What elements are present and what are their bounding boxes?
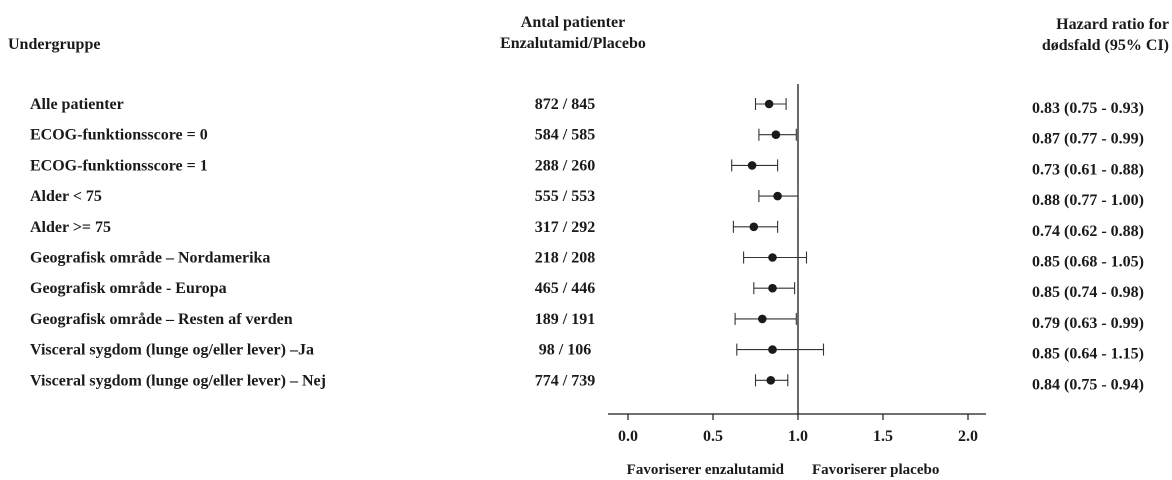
hazard-ratio-point: [766, 376, 776, 385]
hazard-ratio-ci-text: 0.83 (0.75 - 0.93): [1032, 100, 1144, 117]
patient-count: 288 / 260: [535, 157, 595, 174]
hazard-ratio-point: [771, 130, 781, 139]
patient-count: 774 / 739: [535, 372, 595, 389]
x-tick-label: 2.0: [958, 428, 978, 445]
patient-count: 465 / 446: [535, 280, 595, 297]
subgroup-label: Alle patienter: [30, 96, 124, 113]
hazard-ratio-point: [773, 191, 782, 201]
hazard-ratio-ci-text: 0.85 (0.64 - 1.15): [1032, 346, 1144, 363]
hazard-ratio-point: [749, 222, 759, 232]
patients-header: Antal patienter Enzalutamid/Placebo: [468, 12, 678, 54]
subgroup-header-text: Undergruppe: [8, 36, 101, 53]
hazard-ratio-point: [768, 283, 777, 293]
subgroup-label: Visceral sygdom (lunge og/eller lever) –…: [30, 342, 314, 359]
hazard-ratio-ci-text: 0.73 (0.61 - 0.88): [1032, 161, 1144, 178]
hazard-ratio-ci-text: 0.74 (0.62 - 0.88): [1032, 223, 1144, 240]
hazard-ratio-header-line1: Hazard ratio for: [1056, 16, 1169, 33]
hazard-ratio-header-line2: dødsfald (95% CI): [1041, 37, 1169, 54]
subgroup-label: Geografisk område – Resten af verden: [30, 311, 293, 328]
hazard-ratio-ci-text: 0.85 (0.74 - 0.98): [1032, 284, 1144, 301]
subgroup-label: Geografisk område - Europa: [30, 280, 227, 297]
patient-count: 218 / 208: [535, 250, 595, 267]
hazard-ratio-point: [768, 253, 777, 262]
x-tick-label: 0.5: [703, 428, 723, 445]
subgroup-label: ECOG-funktionsscore = 0: [30, 127, 208, 144]
favors-enzalutamid-label: Favoriserer enzalutamid: [627, 462, 785, 478]
patient-count: 189 / 191: [535, 311, 595, 328]
subgroup-label: ECOG-funktionsscore = 1: [30, 157, 208, 174]
x-tick-label: 1.0: [788, 428, 808, 445]
patient-count: 317 / 292: [535, 219, 595, 236]
hazard-ratio-ci-text: 0.88 (0.77 - 1.00): [1032, 192, 1144, 209]
patient-count: 98 / 106: [539, 342, 591, 359]
hazard-ratio-ci-text: 0.85 (0.68 - 1.05): [1032, 254, 1144, 271]
patient-count: 584 / 585: [535, 127, 595, 144]
hazard-ratio-header: Hazard ratio for dødsfald (95% CI): [985, 14, 1169, 56]
hazard-ratio-point: [768, 345, 777, 354]
subgroup-header: Undergruppe: [8, 34, 100, 55]
hazard-ratio-ci-text: 0.79 (0.63 - 0.99): [1032, 315, 1144, 332]
subgroup-label: Geografisk område – Nordamerika: [30, 250, 270, 267]
patient-count: 555 / 553: [535, 188, 595, 205]
patients-header-line1: Antal patienter: [520, 14, 626, 31]
x-tick-label: 0.0: [618, 428, 638, 445]
subgroup-label: Alder >= 75: [30, 219, 111, 236]
x-tick-label: 1.5: [873, 428, 893, 445]
hazard-ratio-point: [747, 161, 757, 170]
subgroup-label: Visceral sygdom (lunge og/eller lever) –…: [30, 372, 326, 389]
hazard-ratio-point: [758, 314, 767, 324]
hazard-ratio-ci-text: 0.84 (0.75 - 0.94): [1032, 376, 1144, 393]
patients-header-line2: Enzalutamid/Placebo: [500, 35, 646, 52]
hazard-ratio-point: [764, 99, 774, 109]
hazard-ratio-ci-text: 0.87 (0.77 - 0.99): [1032, 131, 1144, 148]
subgroup-label: Alder < 75: [30, 188, 102, 205]
favors-placebo-label: Favoriserer placebo: [812, 462, 939, 478]
patient-count: 872 / 845: [535, 96, 595, 113]
